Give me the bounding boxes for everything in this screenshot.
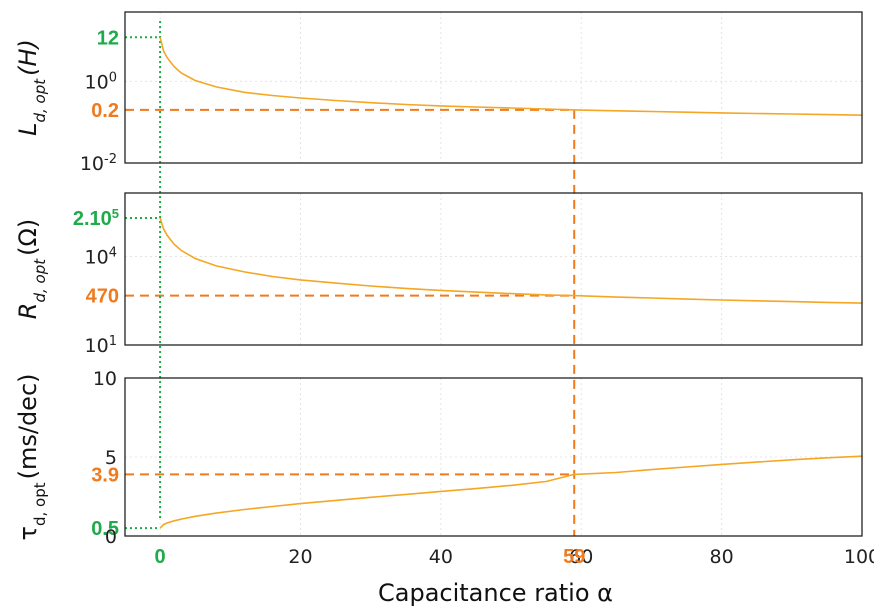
highlight-label-R: 2.105 <box>73 206 119 231</box>
panel-frame-R <box>124 192 863 346</box>
y-axis-label-tau: τd, opt(ms/dec) <box>14 374 49 541</box>
y-tick-label-tau: 10 <box>93 368 117 390</box>
x-tick-label: 60 <box>569 546 593 568</box>
panel-frame-tau <box>124 377 863 537</box>
series-line-tau <box>159 455 863 529</box>
highlight-label-L: 12 <box>97 27 119 49</box>
y-axis-label-L: Ld, opt(H) <box>14 39 49 136</box>
y-tick-label-R: 104 <box>85 245 117 269</box>
x-highlight-label: 0 <box>155 546 166 568</box>
guide-line-layer <box>125 21 576 536</box>
y-tick-label-tau: 0 <box>105 526 117 548</box>
x-tick-label: 100 <box>844 546 874 568</box>
curve-layer <box>159 37 863 529</box>
x-highlight-label: 59 <box>563 546 585 568</box>
y-tick-label-L: 100 <box>85 70 117 94</box>
x-tick-label: 20 <box>288 546 312 568</box>
highlight-label-L: 0.2 <box>91 100 119 122</box>
highlight-label-tau: 0.5 <box>91 518 119 540</box>
x-tick-label: 80 <box>710 546 734 568</box>
y-axis-label-R: Rd, opt(Ω) <box>14 219 49 319</box>
y-tick-label-L: 10-2 <box>80 152 117 176</box>
x-tick-label: 40 <box>429 546 453 568</box>
y-tick-label-R: 101 <box>85 334 117 358</box>
x-axis-label: Capacitance ratio α <box>378 579 613 607</box>
highlight-label-R: 470 <box>86 286 119 308</box>
panel-frame-L <box>124 11 863 164</box>
highlight-label-tau: 3.9 <box>91 464 119 486</box>
panel-frame-layer <box>124 11 863 537</box>
series-line-L <box>159 37 863 116</box>
series-line-R <box>159 217 863 304</box>
y-tick-label-tau: 5 <box>105 447 117 469</box>
